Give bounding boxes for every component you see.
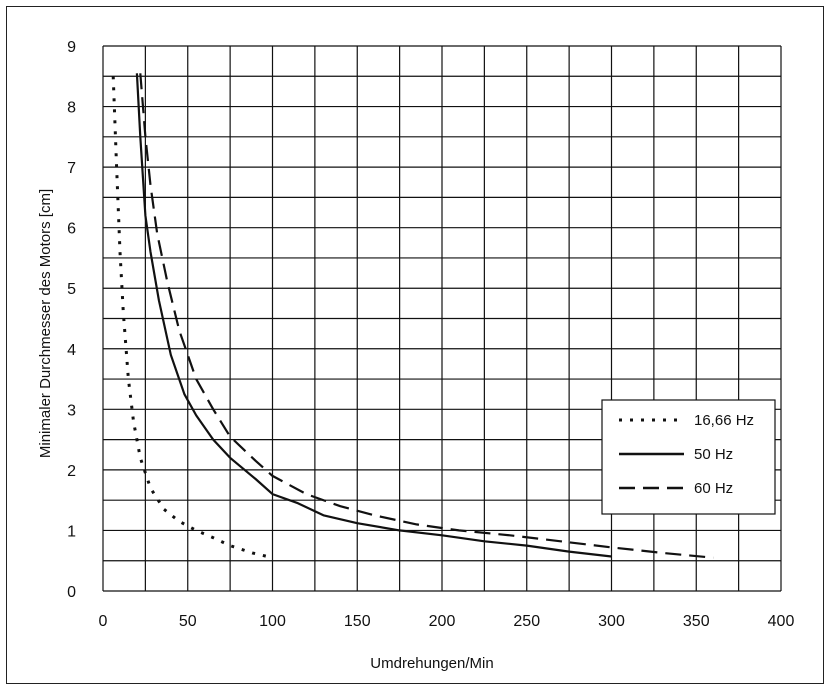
y-tick-label: 6 <box>67 221 76 238</box>
grid <box>102 45 782 592</box>
y-tick-label: 1 <box>67 523 76 540</box>
x-tick-label: 100 <box>259 613 286 630</box>
y-tick-label: 5 <box>67 281 76 298</box>
y-axis-title: Minimaler Durchmesser des Motors [cm] <box>37 189 54 458</box>
y-axis-ticks: 0 1 2 3 4 5 6 7 8 9 <box>67 39 76 601</box>
x-axis-ticks: 0 50 100 150 200 250 300 350 400 <box>99 613 795 630</box>
x-tick-label: 0 <box>99 613 108 630</box>
y-tick-label: 7 <box>67 160 76 177</box>
legend-label-1: 16,66 Hz <box>694 412 754 429</box>
x-tick-label: 200 <box>429 613 456 630</box>
x-tick-label: 150 <box>344 613 371 630</box>
y-tick-label: 2 <box>67 463 76 480</box>
y-tick-label: 8 <box>67 100 76 117</box>
series-layer <box>111 73 714 560</box>
chart-frame <box>6 6 824 684</box>
x-tick-label: 400 <box>768 613 795 630</box>
y-tick-label: 9 <box>67 39 76 56</box>
y-tick-label: 0 <box>67 584 76 601</box>
x-tick-label: 50 <box>179 613 197 630</box>
series-line-1 <box>111 76 273 560</box>
series-line-3 <box>139 73 714 559</box>
x-tick-label: 250 <box>513 613 540 630</box>
legend-label-3: 60 Hz <box>694 480 733 497</box>
series-line-2 <box>135 73 612 558</box>
legend-label-2: 50 Hz <box>694 446 733 463</box>
x-axis-title: Umdrehungen/Min <box>370 655 493 672</box>
y-tick-label: 4 <box>67 342 76 359</box>
x-tick-label: 300 <box>598 613 625 630</box>
x-tick-label: 350 <box>683 613 710 630</box>
legend: 16,66 Hz 50 Hz 60 Hz <box>601 399 776 515</box>
y-tick-label: 3 <box>67 402 76 419</box>
